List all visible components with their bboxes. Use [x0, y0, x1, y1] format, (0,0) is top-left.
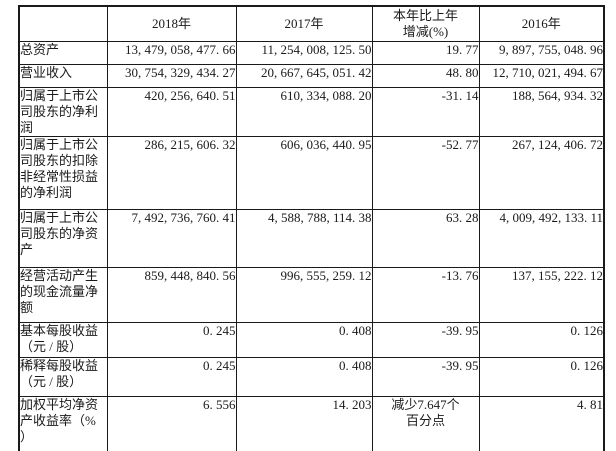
row-label: 营业收入	[18, 64, 108, 88]
row-label: 归属于上市公 司股东的净利 润	[18, 87, 108, 137]
value-cell: 11, 254, 008, 125. 50	[235, 41, 373, 65]
value-cell: 610, 334, 088. 20	[235, 87, 373, 137]
header-2017: 2017年	[235, 5, 373, 42]
value-cell: 减少7.647个 百分点	[371, 396, 480, 451]
value-cell: 420, 256, 640. 51	[106, 87, 237, 137]
value-cell: 859, 448, 840. 56	[106, 267, 237, 323]
table-row-net-profit-excl-nonrecurring: 归属于上市公 司股东的扣除 非经常性损益 的净利润 286, 215, 606.…	[18, 136, 605, 210]
value-cell: 0. 245	[106, 357, 237, 397]
value-cell: 0. 126	[478, 322, 605, 358]
value-cell: 286, 215, 606. 32	[106, 136, 237, 210]
row-label: 经营活动产生 的现金流量净 额	[18, 267, 108, 323]
value-cell: 0. 126	[478, 357, 605, 397]
value-cell: 4, 588, 788, 114. 38	[235, 209, 373, 268]
value-cell: 13, 479, 058, 477. 66	[106, 41, 237, 65]
value-cell: 0. 245	[106, 322, 237, 358]
header-2016: 2016年	[478, 5, 605, 42]
row-label: 稀释每股收益 （元 / 股）	[18, 357, 108, 397]
value-cell: -31. 14	[371, 87, 480, 137]
header-empty	[18, 5, 108, 42]
header-2018: 2018年	[106, 5, 237, 42]
value-cell: 14. 203	[235, 396, 373, 451]
value-cell: -39. 95	[371, 357, 480, 397]
value-cell: 996, 555, 259. 12	[235, 267, 373, 323]
value-cell: -52. 77	[371, 136, 480, 210]
value-cell: -39. 95	[371, 322, 480, 358]
value-cell: 20, 667, 645, 051. 42	[235, 64, 373, 88]
value-cell: 4, 009, 492, 133. 11	[478, 209, 605, 268]
value-cell: 19. 77	[371, 41, 480, 65]
financial-summary-table: 2018年 2017年 本年比上年 增减(%) 2016年 总资产 13, 47…	[18, 5, 605, 451]
value-cell: 7, 492, 736, 760. 41	[106, 209, 237, 268]
value-cell: 137, 155, 222. 12	[478, 267, 605, 323]
value-cell: 606, 036, 440. 95	[235, 136, 373, 210]
value-cell: 48. 80	[371, 64, 480, 88]
table-row-total-assets: 总资产 13, 479, 058, 477. 66 11, 254, 008, …	[18, 41, 605, 65]
table-row-weighted-avg-roe: 加权平均净资 产收益率（% ） 6. 556 14. 203 减少7.647个 …	[18, 396, 605, 451]
header-yoy-change: 本年比上年 增减(%)	[371, 5, 480, 42]
value-cell: 0. 408	[235, 322, 373, 358]
value-cell: 188, 564, 934. 32	[478, 87, 605, 137]
row-label: 总资产	[18, 41, 108, 65]
value-cell: 0. 408	[235, 357, 373, 397]
row-label: 归属于上市公 司股东的扣除 非经常性损益 的净利润	[18, 136, 108, 210]
row-label: 归属于上市公 司股东的净资 产	[18, 209, 108, 268]
value-cell: 63. 28	[371, 209, 480, 268]
value-cell: 267, 124, 406. 72	[478, 136, 605, 210]
table-row-net-assets: 归属于上市公 司股东的净资 产 7, 492, 736, 760. 41 4, …	[18, 209, 605, 268]
table-row-basic-eps: 基本每股收益 （元 / 股） 0. 245 0. 408 -39. 95 0. …	[18, 322, 605, 358]
row-label: 加权平均净资 产收益率（% ）	[18, 396, 108, 451]
value-cell: 6. 556	[106, 396, 237, 451]
value-cell: 12, 710, 021, 494. 67	[478, 64, 605, 88]
value-cell: 9, 897, 755, 048. 96	[478, 41, 605, 65]
value-cell: 30, 754, 329, 434. 27	[106, 64, 237, 88]
table-row-diluted-eps: 稀释每股收益 （元 / 股） 0. 245 0. 408 -39. 95 0. …	[18, 357, 605, 397]
row-label: 基本每股收益 （元 / 股）	[18, 322, 108, 358]
value-cell: 4. 81	[478, 396, 605, 451]
table-row-operating-cash-flow: 经营活动产生 的现金流量净 额 859, 448, 840. 56 996, 5…	[18, 267, 605, 323]
value-cell: -13. 76	[371, 267, 480, 323]
table-header-row: 2018年 2017年 本年比上年 增减(%) 2016年	[18, 5, 605, 42]
table-row-operating-revenue: 营业收入 30, 754, 329, 434. 27 20, 667, 645,…	[18, 64, 605, 88]
table-row-net-profit: 归属于上市公 司股东的净利 润 420, 256, 640. 51 610, 3…	[18, 87, 605, 137]
